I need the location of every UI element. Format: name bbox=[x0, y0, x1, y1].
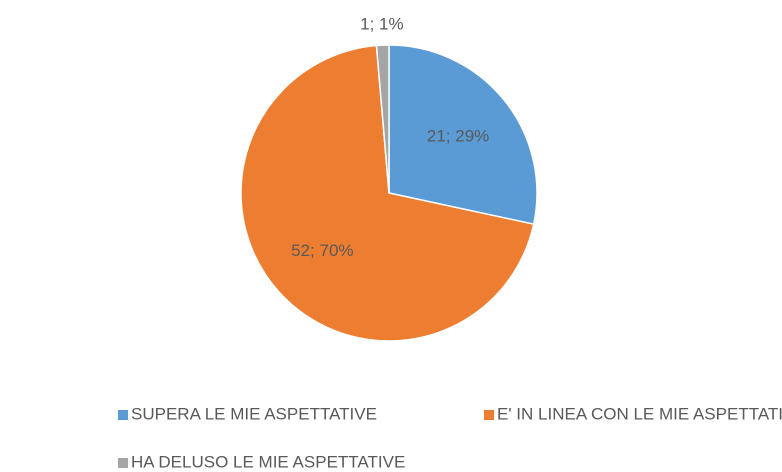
legend-label: SUPERA LE MIE ASPETTATIVE bbox=[131, 404, 377, 423]
legend-swatch bbox=[118, 458, 128, 468]
legend-swatch bbox=[118, 410, 128, 420]
pie-slice bbox=[240, 44, 535, 342]
data-label: 52; 70% bbox=[291, 241, 353, 260]
pie-slice bbox=[375, 44, 390, 194]
legend-swatch bbox=[484, 410, 494, 420]
data-label: 21; 29% bbox=[427, 127, 489, 146]
legend-label: E' IN LINEA CON LE MIE ASPETTATIVE bbox=[497, 404, 782, 423]
legend-label: HA DELUSO LE MIE ASPETTATIVE bbox=[131, 452, 405, 471]
pie-slice bbox=[388, 44, 538, 226]
data-label: 1; 1% bbox=[360, 15, 403, 34]
